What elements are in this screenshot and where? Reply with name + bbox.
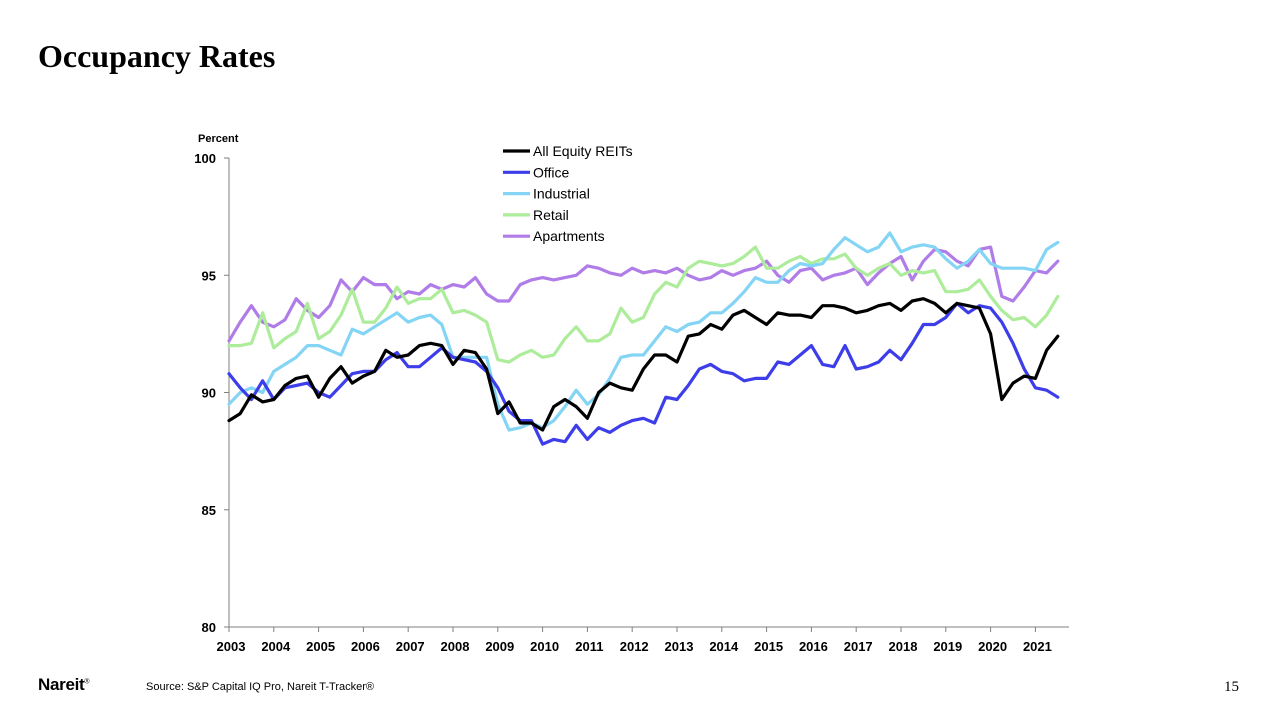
legend: All Equity REITs Office Industrial Retail Ap… — [503, 143, 633, 244]
x-tick-label: 2018 — [889, 639, 918, 654]
series-line-office — [227, 301, 1060, 446]
y-tick-label: 95 — [202, 268, 216, 283]
x-tick-label: 2017 — [844, 639, 873, 654]
nareit-logo: Nareit® — [38, 675, 90, 695]
legend-label: Retail — [533, 207, 569, 223]
x-tick-label: 2019 — [933, 639, 962, 654]
logo-mark: ® — [84, 678, 90, 686]
x-tick-label: 2011 — [575, 639, 603, 654]
page-number: 15 — [1224, 679, 1239, 695]
legend-label: Industrial — [533, 186, 590, 202]
series-line-retail — [227, 245, 1060, 364]
x-tick-label: 2005 — [306, 639, 335, 654]
legend-label: Apartments — [533, 228, 605, 244]
y-axis-label: Percent — [198, 133, 239, 145]
x-tick-label: 2010 — [530, 639, 559, 654]
legend-label: Office — [533, 164, 570, 180]
x-tick-label: 2021 — [1023, 639, 1052, 654]
series-line-apartments — [227, 245, 1060, 343]
x-tick-label: 2008 — [441, 639, 470, 654]
y-tick-label: 100 — [194, 151, 216, 166]
tick-labels: 80 85 90 95 100 2003 2004 2005 2006 2007 2008 2009 2… — [194, 151, 1052, 654]
y-axis-label-group: Percent — [198, 133, 239, 145]
axes — [224, 157, 1069, 632]
source-note: Source: S&P Capital IQ Pro, Nareit T-Tra… — [146, 681, 374, 693]
x-tick-label: 2006 — [351, 639, 380, 654]
x-tick-label: 2016 — [799, 639, 828, 654]
series-line-all-equity-reits — [227, 297, 1060, 432]
x-tick-label: 2020 — [978, 639, 1007, 654]
slide-title: Occupancy Rates — [38, 38, 276, 74]
x-tick-label: 2009 — [485, 639, 514, 654]
y-tick-label: 90 — [202, 386, 216, 401]
x-tick-label: 2007 — [396, 639, 425, 654]
legend-label: All Equity REITs — [533, 143, 633, 159]
x-tick-label: 2004 — [261, 639, 291, 654]
x-tick-label: 2014 — [709, 639, 739, 654]
x-tick-label: 2003 — [217, 639, 246, 654]
x-tick-label: 2013 — [665, 639, 694, 654]
x-tick-label: 2015 — [754, 639, 783, 654]
series-lines — [227, 231, 1060, 446]
series-line-industrial — [227, 231, 1060, 432]
x-tick-label: 2012 — [620, 639, 649, 654]
y-tick-label: 80 — [202, 620, 216, 635]
y-tick-label: 85 — [202, 503, 216, 518]
logo-text: Nareit — [38, 675, 85, 694]
